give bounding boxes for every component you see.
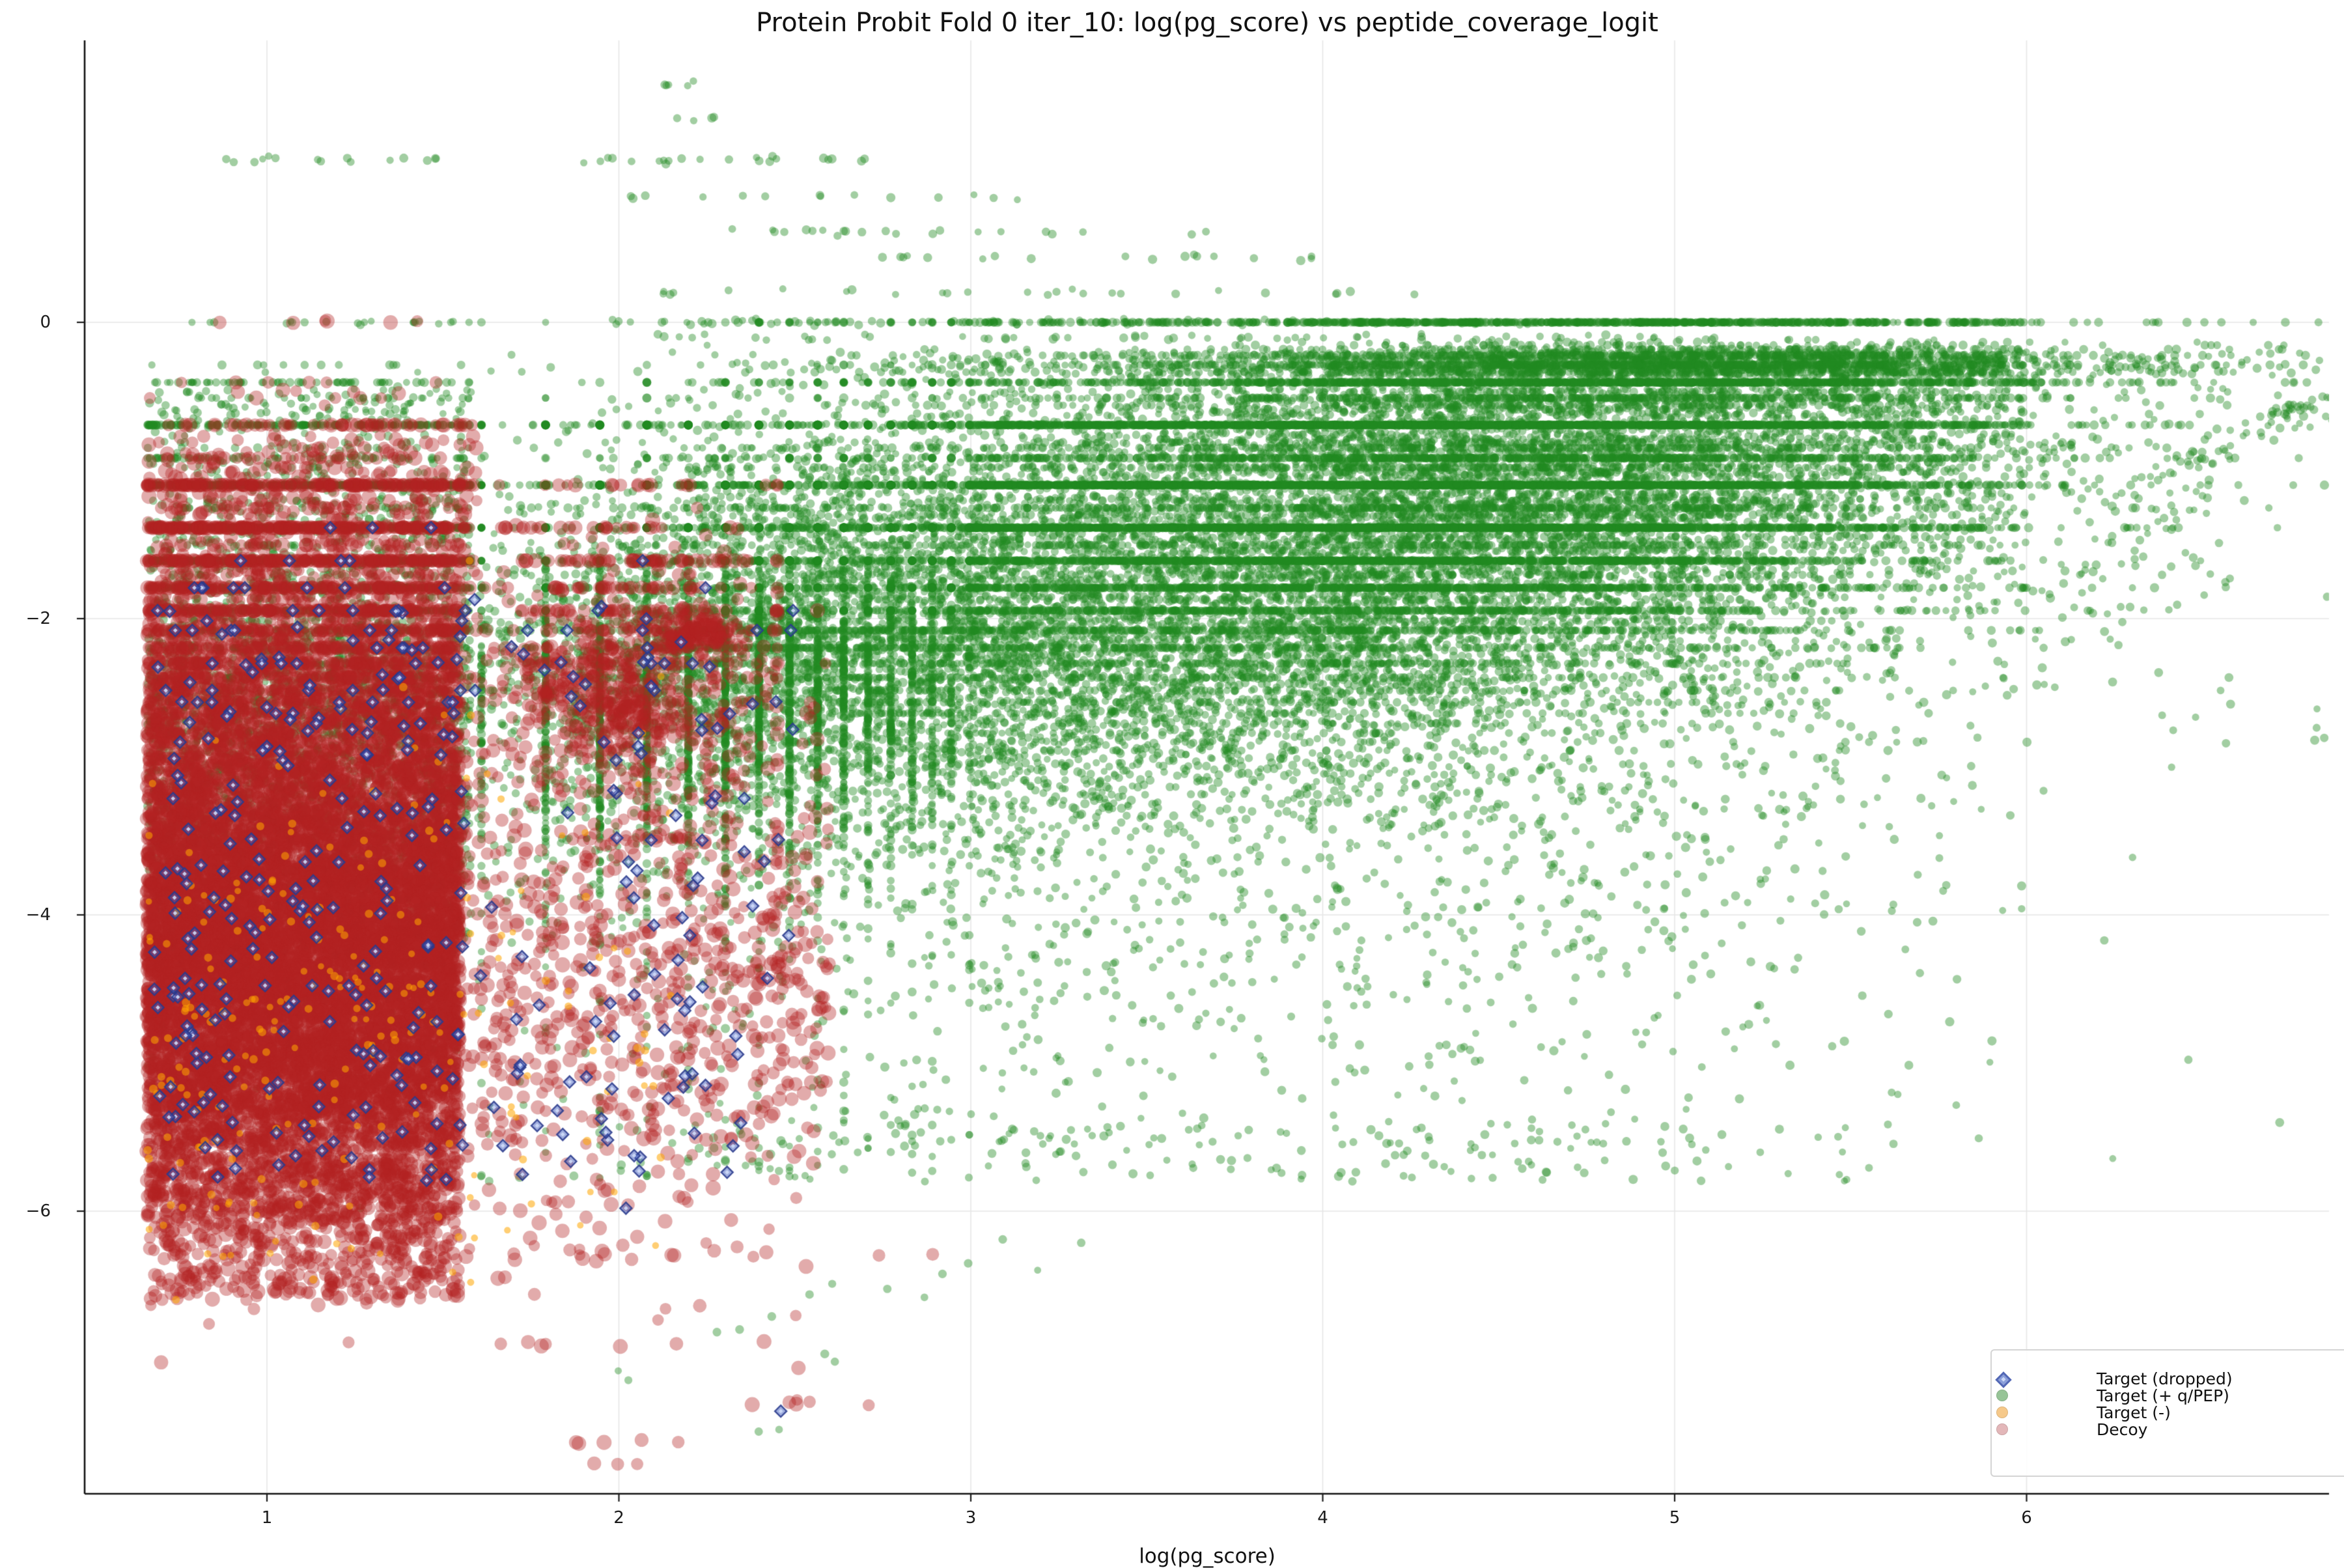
legend-item-target-q-pep: Target (+ q/PEP): [1992, 1386, 2344, 1405]
x-axis-label: log(pg_score): [1139, 1545, 1276, 1568]
orange-circle-marker-icon: [1996, 1406, 2009, 1419]
legend-item-target-neg: Target (-): [1992, 1403, 2344, 1422]
legend-item-target-dropped: Target (dropped): [1992, 1369, 2344, 1388]
y-tick-label: −6: [25, 1201, 51, 1221]
legend-label: Target (+ q/PEP): [2097, 1386, 2229, 1405]
legend-label: Target (dropped): [2097, 1369, 2233, 1388]
y-tick-label: −4: [25, 905, 51, 925]
x-tick-label: 3: [965, 1508, 977, 1528]
diamond-marker-icon: [1995, 1371, 2012, 1388]
x-tick-label: 4: [1317, 1508, 1328, 1528]
x-tick-label: 1: [261, 1508, 273, 1528]
chart-title: Protein Probit Fold 0 iter_10: log(pg_sc…: [756, 8, 1658, 38]
y-tick-label: 0: [40, 313, 51, 332]
x-tick-label: 5: [1669, 1508, 1681, 1528]
legend-label: Decoy: [2097, 1420, 2148, 1439]
y-tick-label: −2: [25, 609, 51, 628]
x-tick-label: 6: [2021, 1508, 2032, 1528]
legend-label: Target (-): [2097, 1403, 2171, 1422]
pink-circle-marker-icon: [1996, 1423, 2009, 1436]
legend: Target (dropped) Target (+ q/PEP) Target…: [1990, 1349, 2344, 1477]
x-tick-label: 2: [613, 1508, 624, 1528]
legend-item-decoy: Decoy: [1992, 1420, 2344, 1439]
green-circle-marker-icon: [1996, 1389, 2009, 1402]
